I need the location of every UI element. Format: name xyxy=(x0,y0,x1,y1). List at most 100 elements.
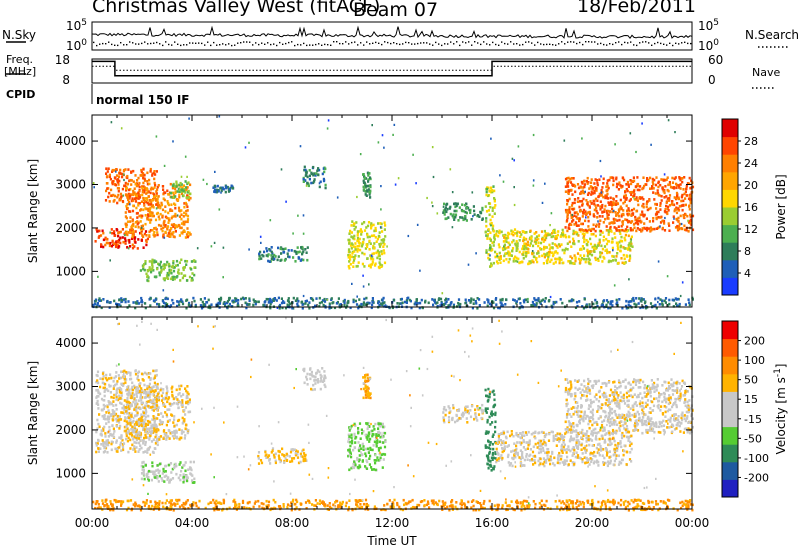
data-cell xyxy=(133,423,136,426)
data-cell xyxy=(118,418,121,421)
data-cell xyxy=(107,241,110,245)
nsearch-point xyxy=(558,43,560,45)
nsearch-point xyxy=(216,44,218,46)
data-cell xyxy=(665,201,668,204)
data-cell xyxy=(270,257,273,260)
data-cell xyxy=(590,178,593,181)
data-cell xyxy=(657,193,660,197)
data-cell xyxy=(645,205,648,209)
data-cell xyxy=(619,245,622,249)
data-cell xyxy=(454,215,457,219)
data-cell xyxy=(169,431,172,435)
data-cell xyxy=(337,297,340,300)
data-cell xyxy=(109,241,112,245)
data-cell xyxy=(363,181,366,185)
data-cell xyxy=(306,175,309,179)
data-cell xyxy=(642,205,645,209)
data-cell xyxy=(156,443,159,447)
data-cell xyxy=(108,417,111,421)
data-cell xyxy=(258,252,261,256)
nsearch-point xyxy=(582,43,584,46)
data-cell xyxy=(110,448,113,452)
data-cell xyxy=(628,199,631,203)
data-cell xyxy=(97,390,100,393)
data-cell xyxy=(144,262,147,265)
data-cell xyxy=(125,216,128,220)
data-cell xyxy=(672,305,675,308)
data-cell xyxy=(380,238,383,242)
data-cell xyxy=(617,212,620,215)
data-cell xyxy=(141,415,144,419)
data-cell xyxy=(131,428,134,432)
data-cell xyxy=(454,202,457,205)
data-cell xyxy=(101,229,104,233)
data-cell xyxy=(573,232,576,235)
data-cell xyxy=(152,431,155,434)
data-cell xyxy=(170,387,173,390)
data-cell xyxy=(534,240,537,244)
data-cell xyxy=(657,180,660,184)
data-cell xyxy=(604,204,607,208)
data-cell xyxy=(383,305,386,308)
data-cell xyxy=(357,459,361,463)
data-cell xyxy=(595,187,598,190)
data-cell xyxy=(663,299,666,303)
data-cell xyxy=(595,225,598,228)
data-cell xyxy=(657,260,660,263)
data-cell xyxy=(371,234,374,238)
data-cell xyxy=(283,454,286,458)
data-cell xyxy=(160,266,163,269)
nsearch-point xyxy=(96,44,98,47)
data-cell xyxy=(592,227,595,231)
data-cell xyxy=(664,297,668,300)
data-cell xyxy=(573,201,576,205)
data-cell xyxy=(624,229,627,233)
freq-ytick-left: 18 xyxy=(55,53,70,67)
data-cell xyxy=(117,374,120,377)
data-cell xyxy=(493,189,496,193)
data-cell xyxy=(96,303,99,306)
data-cell xyxy=(277,454,280,458)
data-cell xyxy=(114,383,117,387)
data-cell xyxy=(124,429,128,433)
data-cell xyxy=(549,246,552,249)
freq-panel-frame xyxy=(91,58,693,84)
data-cell xyxy=(485,210,489,213)
data-cell xyxy=(105,439,108,443)
data-cell xyxy=(157,392,160,396)
data-cell xyxy=(183,409,186,412)
data-cell xyxy=(350,255,353,258)
data-cell xyxy=(664,185,667,188)
data-cell xyxy=(587,219,590,223)
data-cell xyxy=(489,205,492,209)
data-cell xyxy=(130,396,133,400)
data-cell xyxy=(359,444,362,447)
data-cell xyxy=(646,179,649,183)
data-cell xyxy=(117,189,120,193)
data-cell xyxy=(465,211,468,215)
data-cell xyxy=(461,203,464,206)
data-cell xyxy=(656,189,659,192)
data-cell xyxy=(485,190,488,194)
data-cell xyxy=(286,454,289,457)
data-cell xyxy=(688,182,691,185)
data-cell xyxy=(580,180,583,184)
data-cell xyxy=(296,302,299,306)
data-cell xyxy=(418,306,421,310)
data-cell xyxy=(579,230,582,233)
data-cell xyxy=(382,249,385,252)
data-cell xyxy=(584,260,587,264)
data-cell xyxy=(149,212,152,216)
data-cell xyxy=(133,397,136,401)
data-cell xyxy=(168,418,171,422)
data-cell xyxy=(524,237,527,241)
data-cell xyxy=(174,264,177,267)
data-cell xyxy=(202,303,205,306)
data-cell xyxy=(144,214,147,217)
data-cell xyxy=(115,425,119,428)
nsearch-point xyxy=(147,43,149,45)
data-cell xyxy=(670,202,673,206)
data-cell xyxy=(364,465,367,468)
data-cell xyxy=(175,198,178,201)
data-cell xyxy=(312,165,315,169)
